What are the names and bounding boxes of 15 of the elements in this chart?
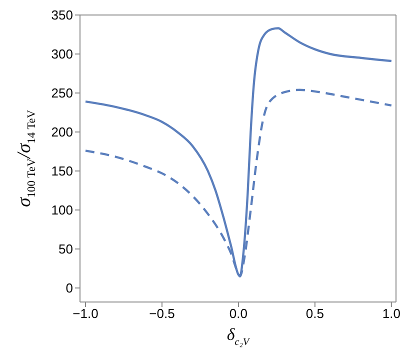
x-tick-label: −1.0 — [72, 306, 98, 322]
x-tick-label: −0.5 — [149, 306, 175, 322]
x-axis-title: δ$_{c₂V}$ — [226, 325, 251, 348]
y-tick-label: 0 — [66, 280, 73, 296]
x-tick-label: 0.5 — [306, 306, 324, 322]
line-series — [84, 27, 393, 278]
x-tick-label: 1.0 — [382, 306, 400, 322]
y-tick-label: 250 — [51, 86, 73, 101]
y-tick-label: 150 — [51, 164, 73, 179]
y-tick-label: 200 — [51, 124, 73, 140]
y-tick-label: 350 — [51, 8, 73, 23]
y-tick-label: 100 — [51, 202, 73, 218]
x-tick-label: 0.0 — [229, 306, 248, 322]
y-tick-label: 50 — [58, 242, 73, 257]
y-tick-label: 300 — [51, 46, 73, 62]
